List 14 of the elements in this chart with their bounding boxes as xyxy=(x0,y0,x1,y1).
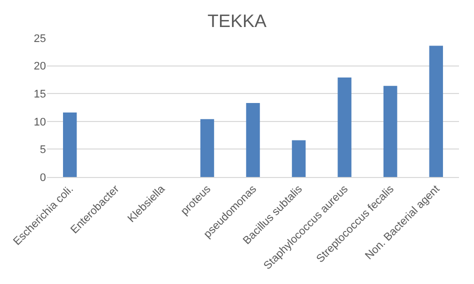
bar xyxy=(338,77,352,177)
y-tick-label: 20 xyxy=(34,60,46,73)
y-tick-label: 0 xyxy=(40,172,46,184)
y-tick-label: 15 xyxy=(34,88,46,100)
y-tick-label: 25 xyxy=(34,32,46,45)
chart-title: TEKKA xyxy=(207,10,267,31)
bar xyxy=(383,86,398,177)
bar xyxy=(63,112,77,177)
bar xyxy=(246,103,260,177)
y-tick-label: 10 xyxy=(34,116,46,128)
bar xyxy=(292,140,306,177)
y-tick-label: 5 xyxy=(40,144,46,156)
bar xyxy=(429,46,443,177)
bar xyxy=(200,119,214,177)
